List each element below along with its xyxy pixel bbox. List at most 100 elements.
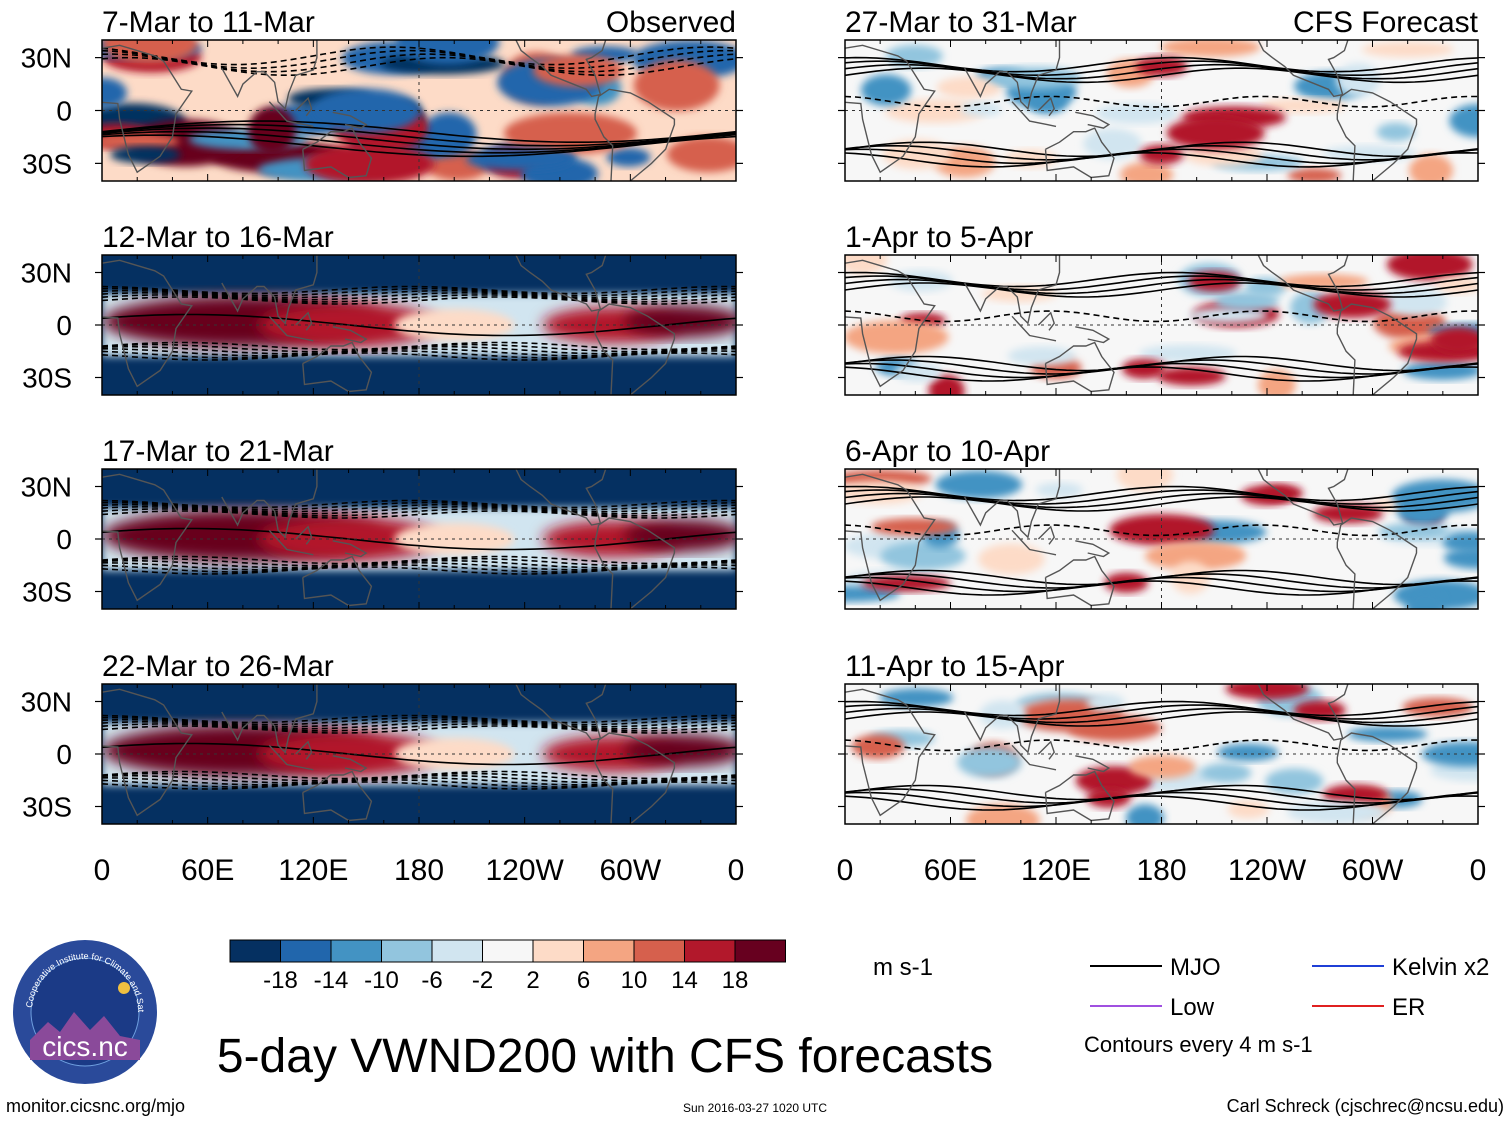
colorbar-swatch [280,939,332,963]
footer-author: Carl Schreck (cjschrec@ncsu.edu) [1227,1096,1504,1116]
colorbar-tick-label: 18 [722,967,749,994]
solid-contour [102,742,736,766]
contours-note: Contours every 4 m s-1 [1084,1032,1313,1057]
coastline [102,259,194,388]
dashed-contour [102,557,736,567]
dashed-contour [102,725,736,734]
anomaly-cell [1225,684,1309,700]
anomaly-cell [882,139,952,170]
logo-mountains [30,1012,140,1060]
coastline [963,40,1061,111]
anomaly-cell [606,147,651,167]
legend-er-label: ER [1392,994,1425,1021]
dashed-contour [102,341,736,351]
coastline [102,688,194,817]
anomaly-cell [102,132,180,151]
panel-tag: Observed [606,6,736,39]
anomaly-cell [851,734,905,759]
anomaly-cell [879,688,954,708]
anomaly-cell [1083,128,1142,160]
panel-field [102,684,736,824]
anomaly-cell [532,54,624,87]
colorbar-swatch [431,939,483,963]
panel-title: 12-Mar to 16-Mar [102,221,334,254]
anomaly-cell [1386,255,1473,281]
main-title: 5-day VWND200 with CFS forecasts [217,1030,993,1083]
dashed-contour [102,561,736,571]
coastline [1075,540,1111,558]
coastline [332,111,368,129]
anomaly-cell [1035,482,1084,498]
dashed-contour [102,287,736,297]
x-tick-label: 180 [394,854,444,887]
coastline [102,473,194,602]
coastline [295,740,313,760]
x-tick-label: 60W [599,854,661,887]
anomaly-cell [880,541,966,571]
coastline [268,744,314,771]
coastlines [845,469,1418,609]
coastline [302,770,373,822]
colorbar-swatch [532,939,584,963]
coastline [332,755,368,773]
x-tick-label: 180 [1136,854,1186,887]
legend-mjo-label: MJO [1170,954,1221,981]
anomaly-cell [935,470,1023,499]
dashed-contour [102,345,736,355]
panel-title: 17-Mar to 21-Mar [102,435,334,468]
anomaly-cell [1361,41,1455,58]
dashed-contour [102,350,736,359]
y-tick-label: 0 [56,739,72,770]
dashed-contour [102,718,736,728]
coastline [515,469,607,526]
y-tick-label: 0 [56,96,72,127]
anomaly-cell [1227,800,1270,819]
y-tick-label: 30S [22,577,72,608]
x-tick-label: 0 [728,854,745,887]
anomaly-cell [1217,743,1279,762]
anomaly-cell [633,60,720,111]
panel-field [845,255,1478,395]
anomaly-cell [1265,768,1324,795]
anomaly-cell [1406,588,1444,609]
solid-contour [845,145,1478,161]
line-legend: MJO Kelvin x2 Low ER Contours every 4 m … [1084,954,1489,1057]
coastline [845,44,936,174]
anomaly-cell [1128,755,1196,779]
anomaly-cell [845,320,949,355]
dashed-contour [845,524,1478,537]
sun-icon [118,982,130,994]
anomaly-cell [1373,307,1446,340]
anomaly-cell [960,102,1003,117]
anomaly-cell [1200,763,1252,783]
anomaly-cell [965,803,1040,824]
solid-contour [102,527,736,551]
coastline [1011,529,1057,556]
coastline [1257,255,1349,312]
coastline [963,684,1061,754]
anomaly-cell [871,518,958,536]
coastline [1011,744,1057,771]
units-label: m s-1 [873,954,933,981]
logo-text: cics.nc [42,1031,128,1062]
coastline [1257,469,1349,526]
footer-timestamp: Sun 2016-03-27 1020 UTC [683,1101,827,1115]
y-tick-label: 30S [22,792,72,823]
anomaly-cell [845,255,888,275]
dashed-contour [102,296,736,305]
colorbar-swatch [633,939,685,963]
coastline [295,311,313,331]
anomaly-cell [845,481,923,504]
y-tick-label: 30S [22,363,72,394]
dashed-contour [102,347,736,357]
panel-title: 27-Mar to 31-Mar [845,6,1077,39]
solid-contour [845,271,1478,288]
dashed-contour [102,555,736,565]
colorbar-tick-label: -14 [314,967,349,994]
dashed-contour [102,505,736,515]
positive-anomaly [623,305,736,338]
solid-contour [102,313,736,337]
anomaly-cell [1430,326,1478,354]
panel-fc3: 6-Apr to 10-Apr [838,435,1485,610]
